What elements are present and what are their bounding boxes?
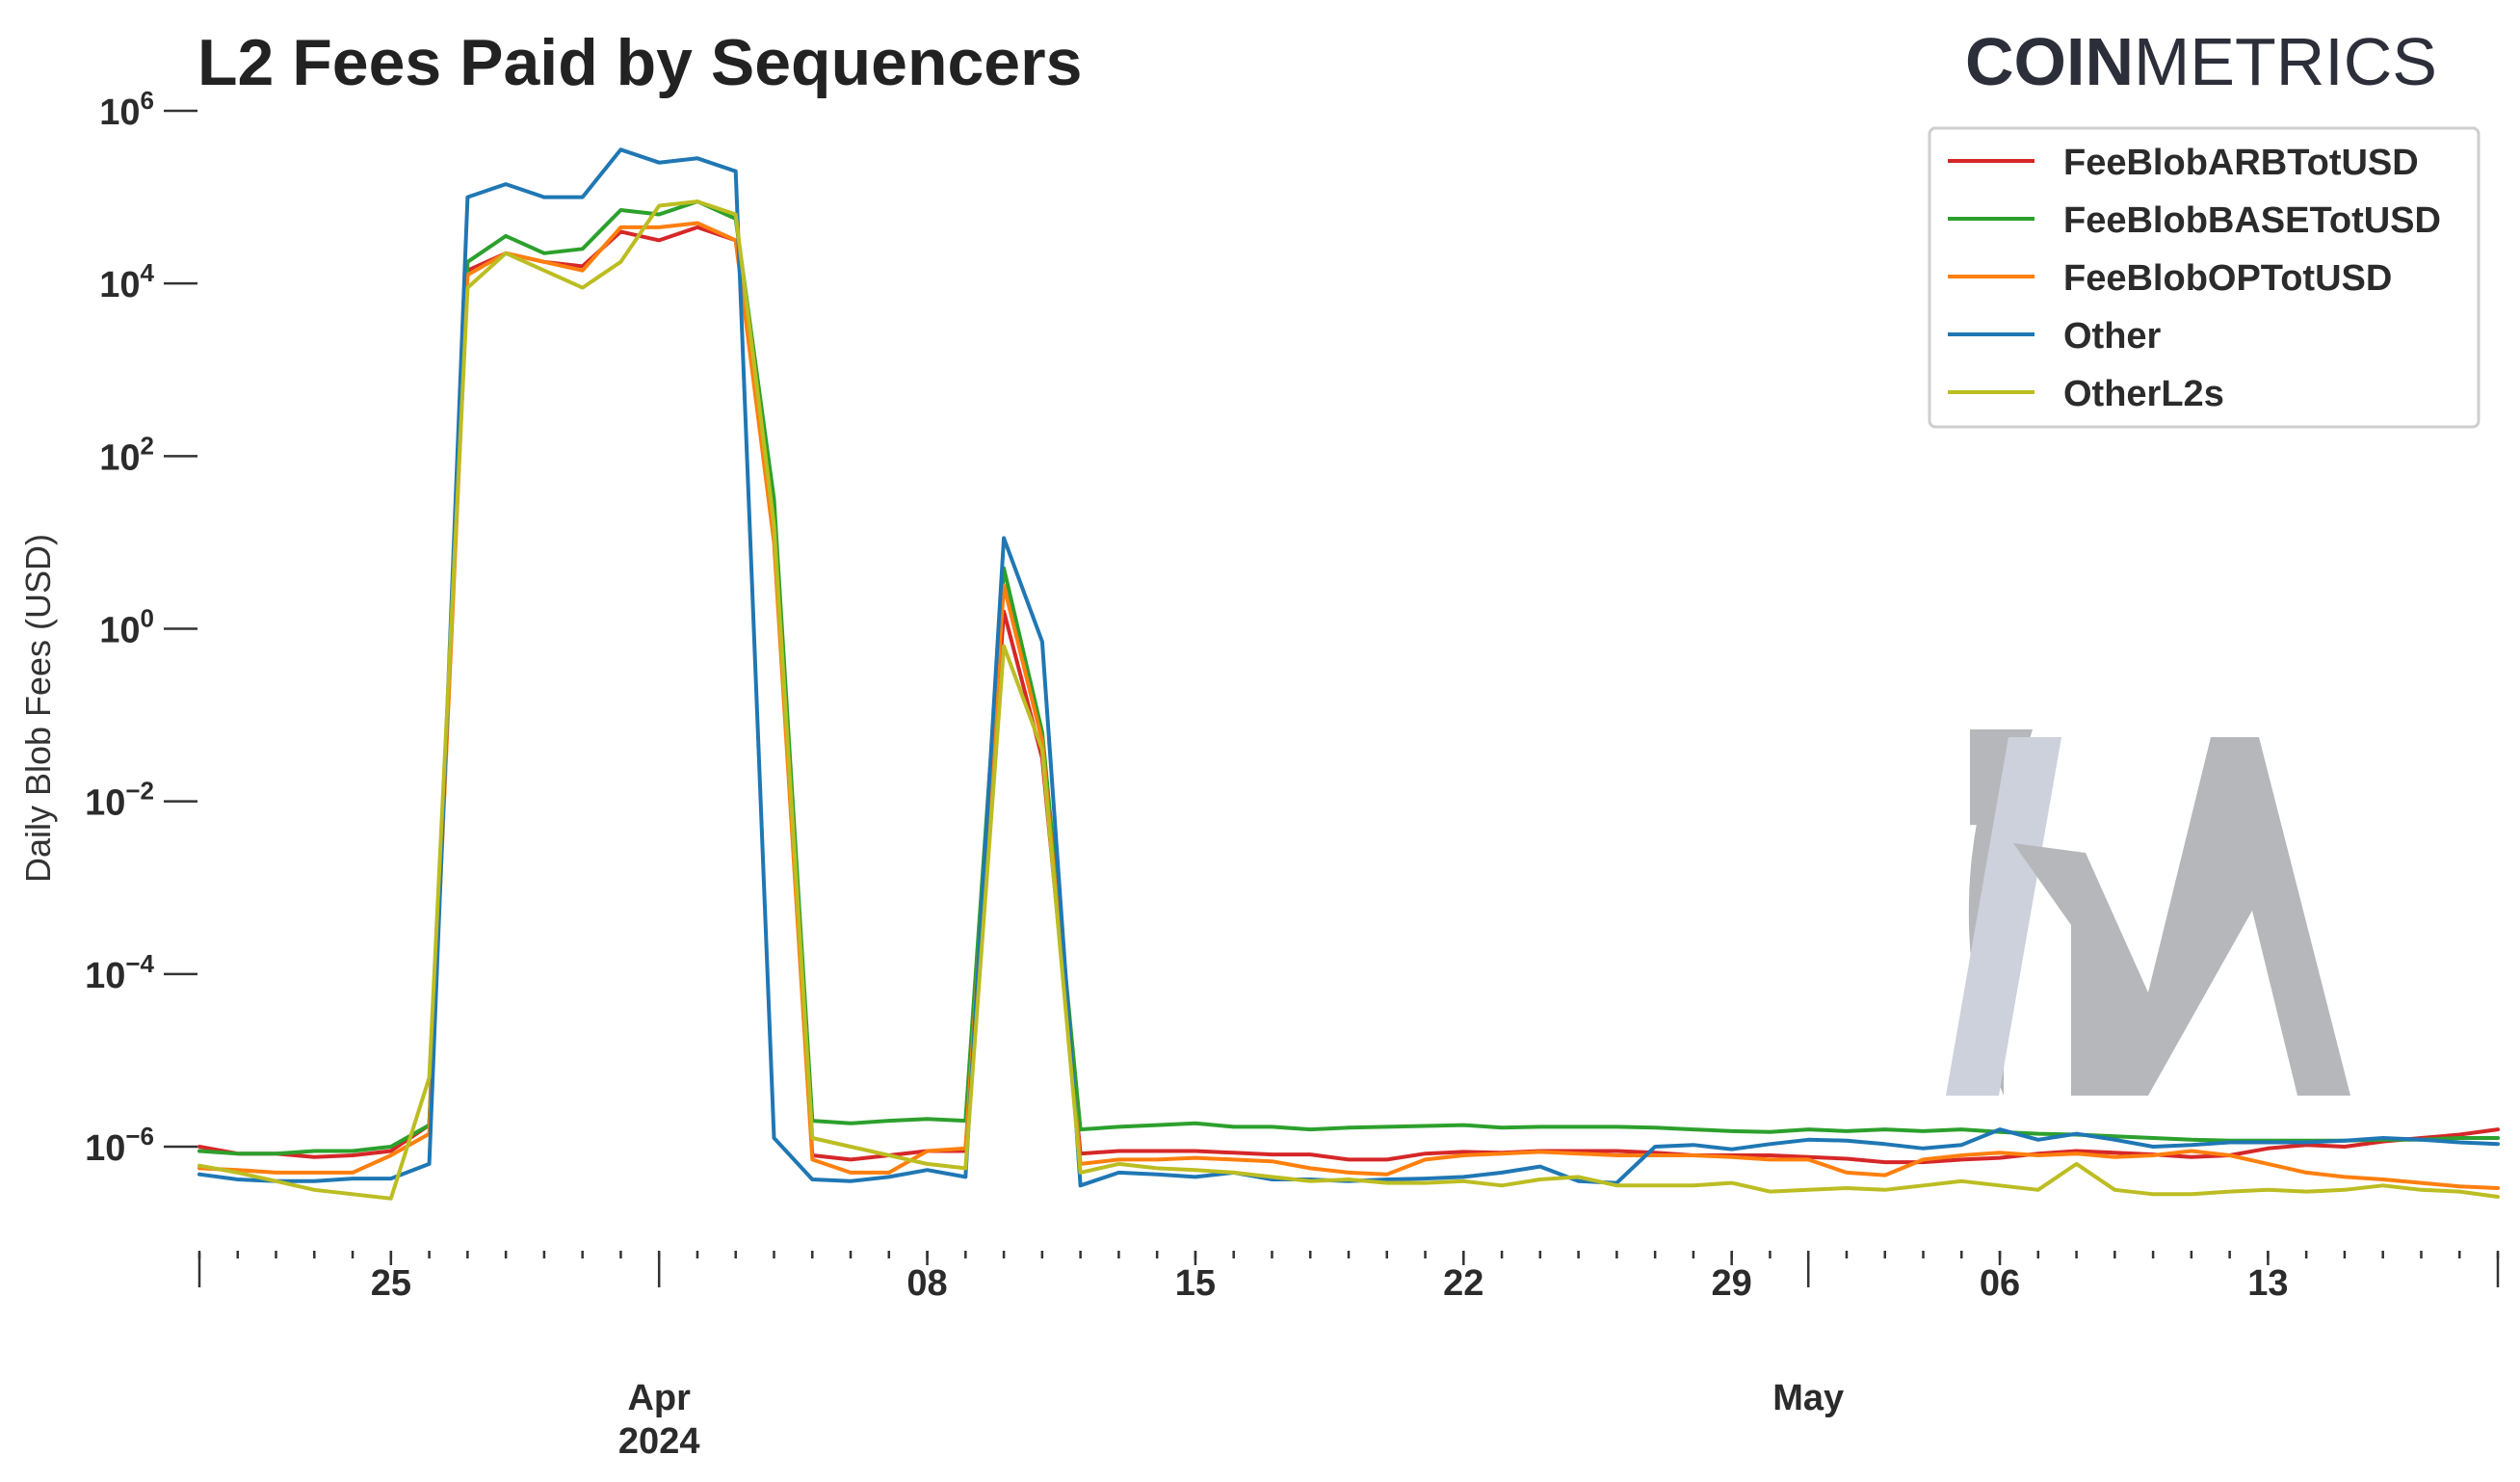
brand-bold-text: COIN: [1965, 24, 2134, 99]
y-tick-label: 104: [99, 258, 154, 305]
x-tick-label: 15: [1175, 1263, 1216, 1304]
x-tick-label: 29: [1712, 1263, 1752, 1304]
brand-logo-text: COINMETRICS: [1965, 24, 2437, 99]
y-tick-exponent: 2: [141, 431, 154, 460]
series-line-otherl2s: [197, 199, 2500, 1201]
y-tick-base: 10: [99, 265, 140, 305]
coinmetrics-watermark-logo: [1946, 729, 2350, 1096]
legend-box: [1928, 126, 2481, 429]
x-tick-label: 08: [906, 1263, 947, 1304]
y-tick-exponent: −2: [125, 777, 154, 806]
y-tick-exponent: 6: [141, 86, 154, 115]
x-tick-label: 06: [1980, 1263, 2020, 1304]
y-tick-exponent: 4: [141, 258, 155, 287]
x-tick-label: 13: [2247, 1263, 2288, 1304]
series-line-feeblobbasetotusd: [197, 199, 2500, 1156]
legend-label: FeeBlobOPTotUSD: [2063, 258, 2392, 299]
y-tick-label: 106: [99, 86, 154, 133]
legend-label: Other: [2063, 316, 2162, 357]
legend-label: OtherL2s: [2063, 374, 2224, 414]
brand-light-text: METRICS: [2134, 24, 2437, 99]
y-tick-label: 100: [99, 604, 154, 651]
x-tick-label: 22: [1443, 1263, 1483, 1304]
y-tick-exponent: −6: [125, 1122, 154, 1151]
series-line-feebloboptotusd: [197, 221, 2500, 1190]
y-tick-label: 10−2: [85, 777, 154, 824]
y-tick-exponent: −4: [125, 949, 154, 978]
legend: FeeBlobARBTotUSD FeeBlobBASETotUSD FeeBlob…: [1928, 126, 2481, 429]
y-tick-base: 10: [99, 611, 140, 651]
x-month-label: May: [1772, 1378, 1844, 1418]
legend-items: FeeBlobARBTotUSD FeeBlobBASETotUSD FeeBlob…: [1948, 143, 2441, 414]
y-tick-base: 10: [85, 1128, 125, 1169]
y-tick-label: 102: [99, 431, 154, 478]
legend-label: FeeBlobARBTotUSD: [2063, 143, 2419, 183]
y-tick-base: 10: [99, 437, 140, 478]
y-tick-base: 10: [85, 956, 125, 996]
y-tick-label: 10−4: [85, 949, 154, 996]
y-tick-label: 10−6: [85, 1122, 154, 1169]
y-tick-base: 10: [85, 783, 125, 824]
x-year-label: 2024: [618, 1421, 700, 1462]
series-line-feeblobarbtotusd: [197, 225, 2500, 1165]
chart-title: L2 Fees Paid by Sequencers: [197, 26, 1082, 99]
y-axis-title: Daily Blob Fees (USD): [18, 534, 58, 883]
y-tick-exponent: 0: [141, 604, 154, 633]
x-month-label: Apr: [627, 1378, 691, 1418]
y-tick-base: 10: [99, 93, 140, 133]
x-tick-label: 25: [371, 1263, 411, 1304]
legend-label: FeeBlobBASETotUSD: [2063, 200, 2441, 241]
series-lines: [197, 147, 2500, 1201]
